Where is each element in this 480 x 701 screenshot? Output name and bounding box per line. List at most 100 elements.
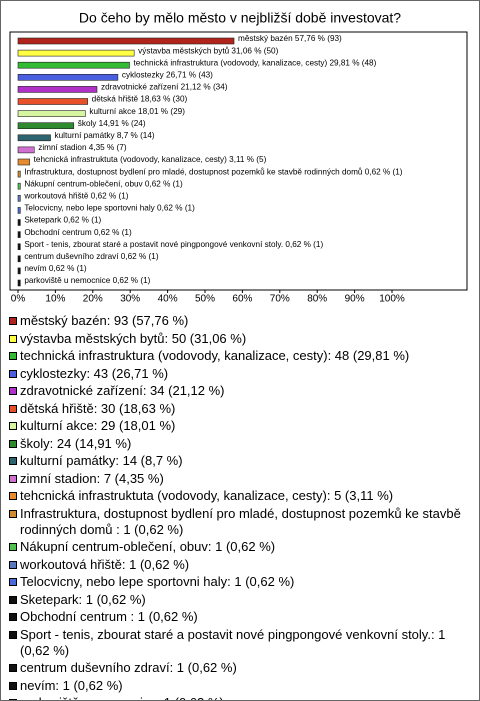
bar [17,49,135,57]
bar-label: centrum duševního zdraví 0,62 % (1) [24,252,159,261]
legend-label: workoutová hřiště: 1 (0,62 %) [20,556,190,572]
bar-label: tehcnická infrastruktuta (vodovody, kana… [34,155,267,164]
legend-item: Obchodní centrum : 1 (0,62 %) [9,609,471,625]
legend-label: technická infrastruktura (vodovody, kana… [20,348,410,363]
bar-label: školy 14,91 % (24) [78,119,146,128]
legend-swatch [9,543,17,551]
x-tick-label: 30% [120,294,140,305]
bar [17,279,21,287]
x-tick-label: 40% [158,294,178,305]
bar-label: zdravotnické zařízení 21,12 % (34) [101,83,228,92]
bar-label: Sketepark 0,62 % (1) [24,216,101,225]
x-tick-label: 70% [270,294,290,305]
bar [17,74,119,81]
bar [17,61,130,69]
bar-label: kulturní akce 18,01 % (29) [89,107,185,116]
legend-item: Sketepark: 1 (0,62 %) [9,592,471,608]
legend-swatch [9,334,17,343]
bar-label: Telocvicny, nebo lepe sportovni haly 0,6… [24,204,195,213]
legend-label: městský bazén: 93 (57,76 %) [20,313,189,328]
bar-label: městský bazén 57,76 % (93) [238,34,342,43]
legend-item: kulturní akce: 29 (18,01 %) [9,418,471,434]
bar [17,146,35,154]
bar-label: výstavba městských bytů 31,06 % (50) [138,45,278,55]
legend-label: dětská hřiště: 30 (18,63 %) [20,400,176,416]
legend-item: městský bazén: 93 (57,76 %) [9,313,471,329]
bar [17,195,21,202]
legend-item: tehcnická infrastruktuta (vodovody, kana… [9,488,471,504]
x-tick-label: 20% [83,294,103,305]
x-tick-label: 100% [379,294,405,305]
legend: městský bazén: 93 (57,76 %) výstavba měst… [9,313,471,700]
legend-swatch [9,404,17,413]
legend-swatch [9,613,17,621]
legend-label: cyklostezky: 43 (26,71 %) [20,365,169,381]
legend-item: Sport - tenis, zbourat staré a postavit … [9,627,471,659]
chart-title: Do čeho by mělo město v nejbližší době i… [79,10,401,26]
legend-item: Telocvicny, nebo lepe sportovni haly: 1 … [9,574,471,590]
legend-label: parkoviště u nemocnice: 1 (0,62 %) [20,695,224,700]
bar-label: Nákupní centrum-oblečení, obuv 0,62 % (1… [24,179,183,188]
bar-label: nevím 0,62 % (1) [24,264,87,273]
bar-label: technická infrastruktura (vodovody, kana… [133,58,376,67]
bar [17,182,21,190]
bar [17,207,21,214]
bar [17,37,235,45]
bar [17,243,21,250]
legend-swatch [9,578,17,586]
legend-item: nevím: 1 (0,62 %) [9,678,471,694]
legend-label: Obchodní centrum : 1 (0,62 %) [20,609,198,624]
x-tick-label: 50% [195,294,215,305]
x-tick-label: 90% [345,294,365,305]
legend-label: Sport - tenis, zbourat staré a postavit … [20,626,446,658]
legend-label: Nákupní centrum-oblečení, obuv: 1 (0,62 … [20,539,276,554]
chart: Do čeho by mělo město v nejbližší době i… [9,10,468,305]
legend-label: tehcnická infrastruktuta (vodovody, kana… [20,488,394,503]
legend-swatch [9,457,17,465]
bar [17,110,86,117]
legend-item: workoutová hřiště: 1 (0,62 %) [9,557,471,573]
legend-item: parkoviště u nemocnice: 1 (0,62 %) [9,695,471,700]
bar-label: parkoviště u nemocnice 0,62 % (1) [24,276,150,285]
bar [17,219,21,226]
bar [17,267,21,275]
legend-item: Nákupní centrum-oblečení, obuv: 1 (0,62 … [9,539,471,555]
bar-label: zimní stadion 4,35 % (7) [38,143,127,152]
bar [17,231,21,238]
bar [17,170,21,178]
legend-swatch [9,369,17,378]
legend-swatch [9,317,17,325]
legend-swatch [9,492,17,500]
legend-item: kulturní památky: 14 (8,7 %) [9,453,471,469]
legend-item: centrum duševního zdraví: 1 (0,62 %) [9,660,471,676]
bar [17,86,98,93]
bar-label: workoutová hřiště 0,62 % (1) [23,191,128,200]
legend-swatch [9,509,17,518]
legend-label: Infrastruktura, dostupnost bydlení pro m… [20,505,461,537]
legend-label: výstavba městských bytů: 50 (31,06 %) [20,330,247,346]
bar-label: kulturní památky 8,7 % (14) [55,131,155,140]
plot-frame [9,31,468,291]
legend-label: nevím: 1 (0,62 %) [20,677,123,693]
legend-item: technická infrastruktura (vodovody, kana… [9,348,471,364]
x-tick-label: 0% [11,294,26,305]
bar-label: Infrastruktura, dostupnost bydlení pro m… [24,166,402,176]
bar-label: cyklostezky 26,71 % (43) [122,70,213,79]
bar-label: dětská hřiště 18,63 % (30) [92,95,188,104]
legend-item: cyklostezky: 43 (26,71 %) [9,366,471,382]
legend-item: zimní stadion: 7 (4,35 %) [9,471,471,487]
legend-label: školy: 24 (14,91 %) [20,435,132,451]
legend-swatch [9,595,17,604]
x-tick-label: 80% [307,294,327,305]
legend-item: výstavba městských bytů: 50 (31,06 %) [9,331,471,347]
bar [17,158,30,166]
legend-label: kulturní akce: 29 (18,01 %) [20,418,176,433]
legend-label: Telocvicny, nebo lepe sportovni haly: 1 … [20,574,295,589]
legend-item: dětská hřiště: 30 (18,63 %) [9,401,471,417]
legend-label: zimní stadion: 7 (4,35 %) [20,470,164,486]
x-tick-label: 60% [232,294,252,305]
legend-swatch [9,387,17,395]
legend-label: zdravotnické zařízení: 34 (21,12 %) [20,383,225,398]
bar [17,122,75,129]
